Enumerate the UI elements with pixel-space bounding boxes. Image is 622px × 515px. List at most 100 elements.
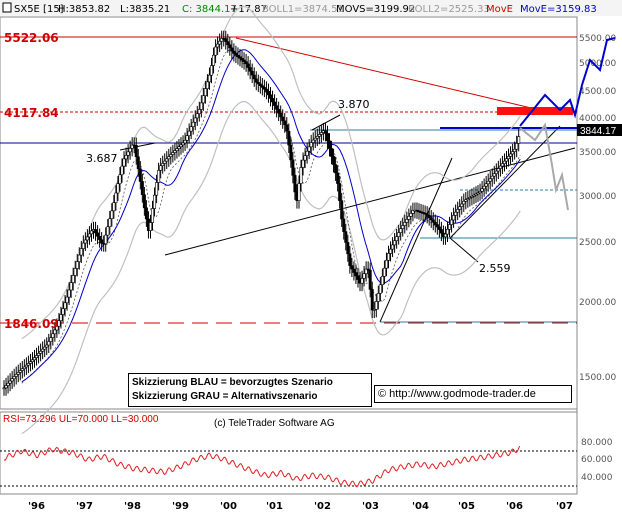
price-bar-body (114, 192, 118, 203)
price-bar-body (228, 44, 232, 49)
price-bar-body (250, 70, 254, 76)
price-bar-body (51, 333, 55, 338)
price-bar-body (382, 267, 386, 277)
price-bar-body (116, 183, 120, 194)
price-bar-body (53, 329, 57, 335)
price-bar-body (443, 233, 447, 238)
price-bar-body (167, 156, 171, 160)
price-bar-body (389, 248, 393, 254)
price-bar-body (344, 231, 348, 243)
price-bar-body (340, 200, 344, 220)
price-bar-body (450, 219, 454, 225)
price-bar-body (81, 242, 85, 249)
price-bar-body (96, 232, 100, 237)
price-bar-body (401, 225, 405, 229)
uptrend-line-2 (449, 125, 561, 239)
level-label-4117: 4117.84 (4, 106, 59, 120)
price-bar-body (376, 293, 380, 302)
scenario-blue (519, 37, 616, 127)
price-bar-body (476, 192, 480, 195)
price-bar-body (65, 296, 69, 304)
price-bars (2, 30, 521, 396)
price-bar-body (397, 232, 401, 237)
price-bar-body (57, 320, 61, 327)
downtrend-line (235, 37, 549, 113)
price-bar-body (134, 144, 138, 158)
price-bar-body (285, 124, 289, 132)
price-bar-body (144, 207, 148, 220)
price-bar-body (69, 282, 73, 291)
y-tick: 3500.00 (579, 148, 616, 158)
low-label: L:3835.21 (120, 4, 170, 15)
price-bar-body (47, 341, 51, 346)
price-bar-body (87, 233, 91, 238)
price-bar-body (242, 59, 246, 62)
price-bar-body (214, 46, 218, 56)
rsi-header: RSI=73.296 UL=70.000 LL=30.000 (3, 414, 159, 425)
price-bar-body (165, 158, 169, 162)
price-bar-body (236, 54, 240, 58)
price-bar-body (191, 121, 195, 127)
price-bar-body (277, 109, 281, 114)
price-bar-body (20, 368, 24, 371)
price-bar-body (427, 215, 431, 218)
price-bar-body (380, 276, 384, 286)
y-tick: 3000.00 (579, 192, 616, 202)
website-label: © http://www.godmode-trader.de (378, 388, 536, 400)
price-bar-body (35, 355, 39, 358)
price-bar-body (14, 373, 18, 377)
scenario-blue-path (519, 37, 616, 127)
price-bar-body (10, 378, 14, 382)
price-bar-body (155, 182, 159, 196)
price-bar-body (494, 170, 498, 174)
price-bar-body (67, 289, 71, 298)
price-bar-body (464, 199, 468, 202)
price-bar-body (346, 242, 350, 255)
price-bar-body (399, 228, 403, 233)
rsi-tick: 60.000 (581, 455, 613, 465)
price-bar-body (183, 140, 187, 144)
price-bar-body (205, 81, 209, 89)
rsi-axis-ticks: 80.000 60.000 40.000 (581, 438, 613, 483)
price-bar-body (509, 153, 513, 157)
website-box: © http://www.godmode-trader.de (374, 385, 572, 403)
window-icon[interactable] (2, 2, 12, 13)
price-bar-body (279, 112, 283, 118)
annotation-3870: 3.870 (338, 98, 370, 111)
price-bar-body (435, 224, 439, 228)
annotation-3687: 3.687 (86, 152, 118, 165)
y-tick: 2500.00 (579, 238, 616, 248)
price-bar-body (511, 151, 515, 155)
price-bar-body (303, 155, 307, 161)
price-bar-body (140, 181, 144, 195)
y-axis-ticks: 5500.00 5000.00 4500.00 4000.00 3500.00 … (579, 34, 616, 383)
price-bar-body (360, 278, 364, 284)
price-bar-body (98, 235, 102, 241)
x-tick: '05 (458, 501, 475, 512)
price-bar-body (433, 221, 437, 225)
legend-box: Skizzierung BLAU = bevorzugtes Szenario … (128, 373, 372, 407)
price-bar-body (220, 38, 224, 42)
price-bar-body (305, 150, 309, 156)
price-bar-body (181, 142, 185, 146)
price-bar-body (338, 183, 342, 201)
price-bar-body (393, 240, 397, 246)
price-bar-body (313, 137, 317, 141)
price-bar-body (163, 160, 167, 164)
rsi-tick: 80.000 (581, 438, 613, 448)
price-bar-body (498, 165, 502, 169)
price-panel (0, 16, 578, 410)
price-bar-body (212, 54, 216, 66)
price-bar-body (63, 302, 67, 309)
header-bar (0, 0, 622, 16)
price-bar-body (517, 136, 521, 144)
price-bar-body (112, 202, 116, 212)
price-bar-body (269, 94, 273, 99)
price-bar-body (474, 193, 478, 196)
price-bar-body (281, 116, 285, 122)
price-bar-body (30, 359, 34, 362)
price-bar-body (364, 268, 368, 274)
price-bar-body (472, 194, 476, 197)
price-bar-body (26, 363, 30, 366)
price-bar-body (307, 146, 311, 152)
